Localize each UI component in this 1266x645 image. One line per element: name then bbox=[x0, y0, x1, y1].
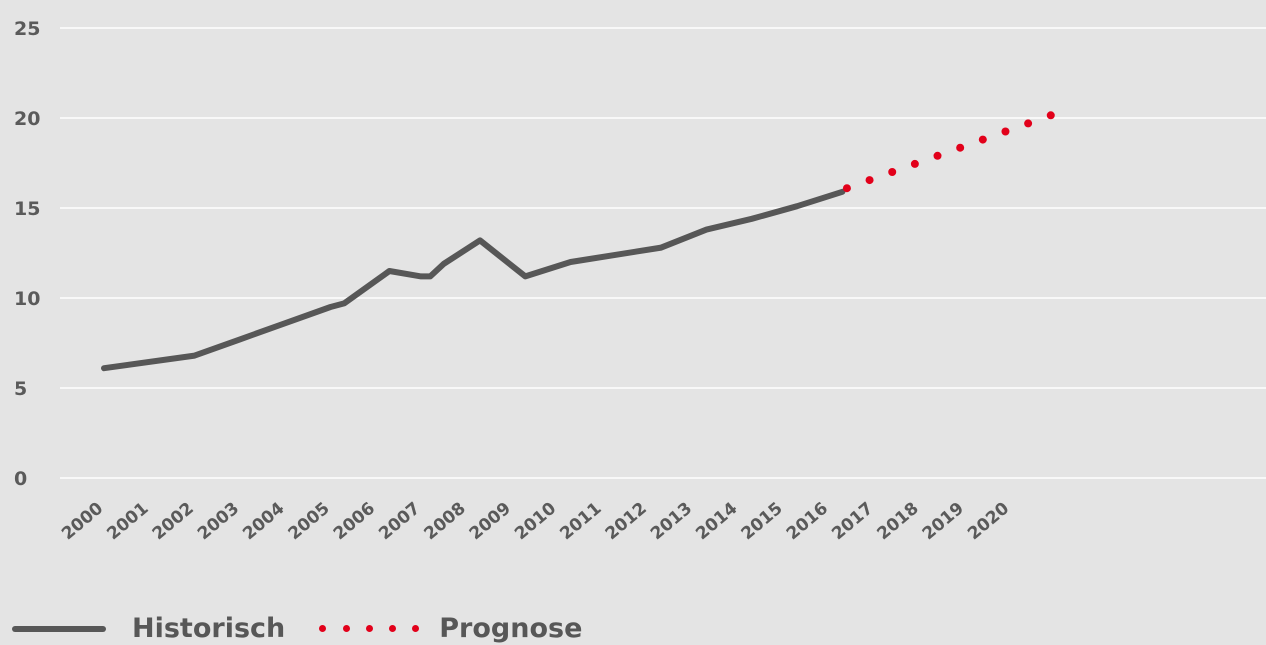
legend-dot bbox=[389, 625, 396, 632]
y-tick-label: 5 bbox=[14, 378, 27, 400]
series-point-prognose bbox=[1046, 111, 1055, 120]
y-tick-label: 20 bbox=[14, 108, 40, 130]
legend-item-historisch: Historisch bbox=[12, 612, 285, 645]
series-point-prognose bbox=[888, 168, 897, 176]
x-tick-label: 2011 bbox=[556, 499, 605, 545]
series-point-prognose bbox=[910, 159, 919, 168]
y-tick-label: 0 bbox=[14, 468, 27, 490]
series-point-prognose bbox=[956, 143, 965, 152]
legend-dot bbox=[319, 625, 327, 632]
legend-dot bbox=[412, 625, 420, 632]
chart-legend: Historisch Prognose bbox=[12, 612, 616, 645]
x-tick-label: 2002 bbox=[149, 499, 198, 545]
legend-dot bbox=[365, 625, 373, 632]
x-tick-label: 2010 bbox=[511, 498, 560, 544]
x-tick-label: 2012 bbox=[602, 499, 651, 545]
series-lines bbox=[101, 111, 1055, 372]
legend-label-prognose: Prognose bbox=[439, 613, 583, 644]
legend-label-historisch: Historisch bbox=[132, 613, 286, 644]
x-tick-label: 2006 bbox=[330, 499, 379, 545]
x-tick-label: 2003 bbox=[194, 499, 243, 545]
x-tick-label: 2004 bbox=[239, 498, 288, 544]
x-tick-label: 2019 bbox=[919, 499, 968, 545]
x-tick-label: 2013 bbox=[647, 499, 696, 545]
series-point-prognose bbox=[865, 176, 874, 185]
legend-dotted-line-swatch bbox=[319, 625, 420, 632]
x-tick-label: 2005 bbox=[285, 499, 334, 545]
legend-item-prognose: Prognose bbox=[319, 612, 582, 645]
y-tick-label: 25 bbox=[14, 18, 40, 40]
x-tick-label: 2017 bbox=[828, 499, 877, 545]
series-point-prognose bbox=[933, 151, 942, 160]
x-tick-label: 2015 bbox=[738, 499, 787, 545]
grid-lines bbox=[60, 27, 1266, 479]
x-tick-label: 2007 bbox=[375, 499, 424, 545]
x-tick-label: 2014 bbox=[692, 498, 741, 544]
x-axis-ticks: 2000200120022003200420052006200720082009… bbox=[58, 498, 1013, 544]
x-tick-label: 2018 bbox=[874, 499, 923, 545]
x-tick-label: 2020 bbox=[964, 498, 1013, 544]
series-line-historisch bbox=[101, 188, 846, 372]
y-tick-label: 15 bbox=[14, 198, 40, 220]
y-axis-ticks: 0 5 10 15 20 25 bbox=[14, 18, 40, 490]
series-point-prognose bbox=[842, 184, 851, 193]
series-point-prognose bbox=[1024, 119, 1033, 128]
x-tick-label: 2016 bbox=[783, 499, 832, 545]
x-tick-label: 2000 bbox=[58, 498, 107, 544]
x-tick-label: 2009 bbox=[466, 499, 515, 545]
legend-dot bbox=[342, 625, 350, 632]
x-tick-label: 2008 bbox=[421, 499, 470, 545]
x-tick-label: 2001 bbox=[103, 499, 152, 545]
series-point-prognose bbox=[978, 135, 987, 144]
legend-solid-line-swatch bbox=[12, 625, 106, 632]
series-point-prognose bbox=[1001, 127, 1010, 136]
y-tick-label: 10 bbox=[14, 288, 40, 310]
